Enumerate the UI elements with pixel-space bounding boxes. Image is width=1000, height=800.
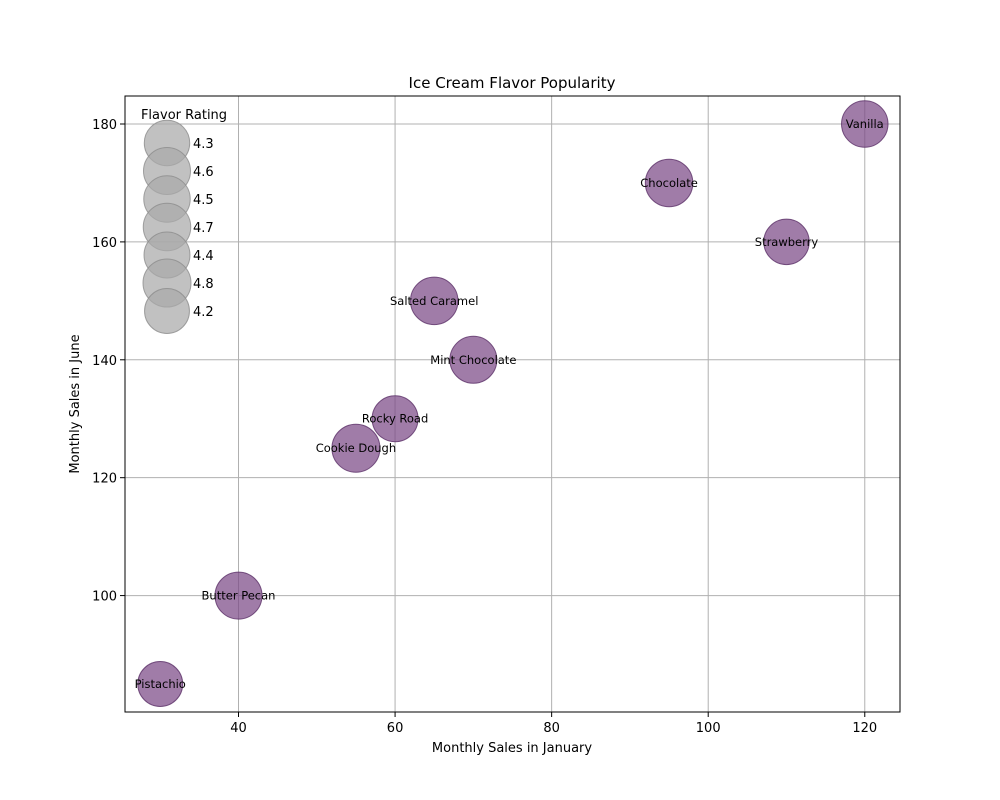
x-axis-label: Monthly Sales in January (432, 741, 592, 756)
point-label: Pistachio (135, 677, 186, 691)
axis-ticks: 40 60 80 100 120 100 120 140 160 180 (92, 118, 877, 736)
data-point (331, 423, 381, 473)
legend-marker (144, 288, 190, 334)
y-axis-label: Monthly Sales in June (68, 334, 83, 473)
point-label: Cookie Dough (316, 441, 396, 455)
data-points (137, 100, 889, 707)
legend-label: 4.7 (193, 221, 214, 236)
x-tick-label: 80 (543, 721, 560, 736)
data-point (841, 100, 889, 148)
legend-label: 4.4 (193, 249, 214, 264)
point-label: Rocky Road (362, 412, 428, 426)
point-label: Chocolate (640, 176, 698, 190)
point-label: Butter Pecan (202, 589, 276, 603)
legend-title: Flavor Rating (141, 108, 227, 123)
point-label: Strawberry (755, 235, 819, 249)
legend: Flavor Rating 4.3 4.6 4.5 4.7 4.4 4.8 4.2 (141, 108, 227, 334)
x-tick-label: 100 (696, 721, 721, 736)
point-labels: Vanilla Chocolate Strawberry Salted Caramel… (135, 117, 884, 691)
data-point (409, 276, 459, 326)
plot-frame (124, 95, 901, 713)
point-label: Mint Chocolate (430, 353, 516, 367)
data-point (763, 218, 810, 266)
legend-label: 4.2 (193, 305, 214, 320)
legend-label: 4.3 (193, 137, 214, 152)
x-tick-label: 40 (230, 721, 247, 736)
y-tick-label: 160 (92, 236, 117, 251)
point-label: Salted Caramel (390, 294, 478, 308)
y-tick-label: 180 (92, 118, 117, 133)
legend-label: 4.8 (193, 277, 214, 292)
data-point (214, 571, 263, 620)
point-label: Vanilla (846, 117, 884, 131)
data-point (371, 395, 419, 443)
grid (125, 96, 900, 712)
data-point (137, 661, 184, 707)
y-tick-label: 100 (92, 590, 117, 605)
legend-label: 4.5 (193, 193, 214, 208)
y-tick-label: 120 (92, 472, 117, 487)
data-point (449, 335, 498, 384)
data-point (644, 158, 694, 208)
y-tick-label: 140 (92, 354, 117, 369)
chart-title: Ice Cream Flavor Popularity (409, 74, 616, 92)
x-tick-label: 120 (852, 721, 877, 736)
legend-label: 4.6 (193, 165, 214, 180)
x-tick-label: 60 (387, 721, 404, 736)
